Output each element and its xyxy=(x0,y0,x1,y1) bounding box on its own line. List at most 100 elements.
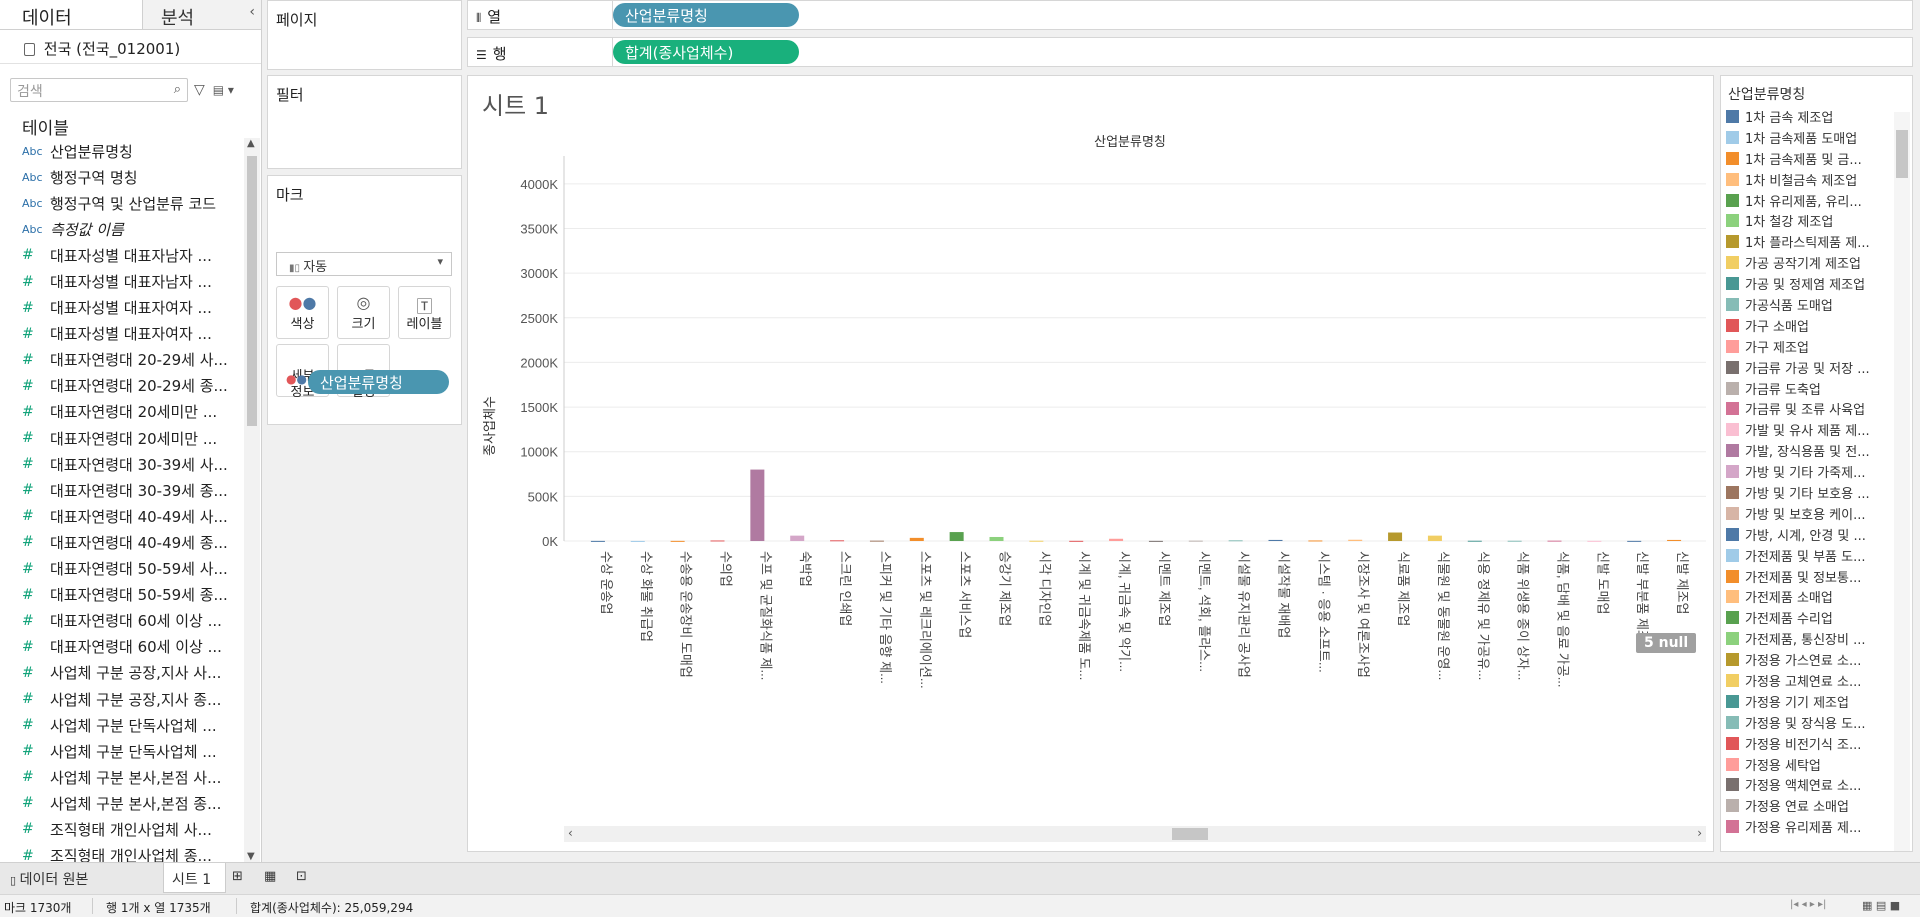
legend-item[interactable]: 가정용 비전기식 조... xyxy=(1721,733,1893,754)
bar[interactable] xyxy=(1467,540,1482,542)
field-item[interactable]: # 대표자연령대 60세 이상 ... xyxy=(0,634,244,660)
bar[interactable] xyxy=(869,540,884,542)
page-nav-icon[interactable]: |◂ ◂ ▸ ▸| xyxy=(1790,899,1827,910)
bar[interactable] xyxy=(1268,539,1283,541)
tab-data[interactable]: 데이터 xyxy=(0,0,142,29)
legend-item[interactable]: 가전제품, 통신장비 ... xyxy=(1721,628,1893,649)
legend-item[interactable]: 가방 및 기타 보호용 ... xyxy=(1721,482,1893,503)
bar[interactable] xyxy=(1627,540,1642,542)
legend-item[interactable]: 1차 금속제품 및 금... xyxy=(1721,148,1893,169)
scrollbar-thumb[interactable] xyxy=(247,156,257,426)
tab-analysis[interactable]: 분석 ‹ xyxy=(142,0,261,29)
legend-item[interactable]: 1차 유리제품, 유리... xyxy=(1721,190,1893,211)
bar[interactable] xyxy=(830,540,845,542)
marks-type-dropdown[interactable]: ▮▯ 자동 ▾ xyxy=(276,252,452,276)
bar[interactable] xyxy=(710,540,725,542)
legend-item[interactable]: 가구 소매업 xyxy=(1721,315,1893,336)
legend-item[interactable]: 가전제품 및 정보통... xyxy=(1721,566,1893,587)
new-story-icon[interactable]: ⊡ xyxy=(296,869,307,884)
legend-item[interactable]: 가전제품 수리업 xyxy=(1721,607,1893,628)
bar[interactable] xyxy=(1427,535,1442,541)
marks-pill-color[interactable]: 산업분류명칭 xyxy=(308,370,449,394)
legend-item[interactable]: 가구 제조업 xyxy=(1721,336,1893,357)
field-item[interactable]: # 대표자연령대 40-49세 사... xyxy=(0,503,244,529)
field-item[interactable]: Abc 산업분류명칭 xyxy=(0,138,244,164)
bar[interactable] xyxy=(1308,540,1323,542)
legend-item[interactable]: 1차 비철금속 제조업 xyxy=(1721,169,1893,190)
legend-item[interactable]: 가정용 유리제품 제... xyxy=(1721,816,1893,837)
field-item[interactable]: # 조직형태 개인사업체 사... xyxy=(0,816,244,842)
field-item[interactable]: # 사업체 구분 공장,지사 사... xyxy=(0,660,244,686)
bar[interactable] xyxy=(1348,539,1363,541)
bar[interactable] xyxy=(1388,532,1403,541)
new-dashboard-icon[interactable]: ▦ xyxy=(264,869,277,884)
legend-item[interactable]: 가금류 가공 및 저장 ... xyxy=(1721,357,1893,378)
legend-item[interactable]: 가정용 기기 제조업 xyxy=(1721,691,1893,712)
rows-shelf[interactable]: ☰ 행 합계(종사업체수) xyxy=(467,37,1913,67)
legend-item[interactable]: 가전제품 소매업 xyxy=(1721,586,1893,607)
legend-item[interactable]: 가방 및 기타 가죽제... xyxy=(1721,461,1893,482)
legend-item[interactable]: 가발 및 유사 제품 제... xyxy=(1721,419,1893,440)
field-item[interactable]: # 대표자연령대 20-29세 종... xyxy=(0,373,244,399)
legend-scrollbar[interactable] xyxy=(1894,112,1910,851)
field-item[interactable]: # 조직형태 개인사업체 종... xyxy=(0,843,244,862)
sheet-tab-1[interactable]: 시트 1 xyxy=(163,863,226,893)
field-item[interactable]: # 대표자연령대 20세미만 ... xyxy=(0,399,244,425)
search-input[interactable]: 검색 ⌕ xyxy=(10,78,188,102)
legend-item[interactable]: 가정용 연료 소매업 xyxy=(1721,795,1893,816)
legend-item[interactable]: 1차 철강 제조업 xyxy=(1721,210,1893,231)
bar[interactable] xyxy=(989,536,1004,541)
legend-item[interactable]: 1차 금속 제조업 xyxy=(1721,106,1893,127)
null-indicator-badge[interactable]: 5 null xyxy=(1636,633,1697,653)
field-item[interactable]: # 사업체 구분 공장,지사 종... xyxy=(0,686,244,712)
legend-item[interactable]: 가공 공작기계 제조업 xyxy=(1721,252,1893,273)
legend-item[interactable]: 가정용 세탁업 xyxy=(1721,754,1893,775)
legend-item[interactable]: 가방, 시계, 안경 및 ... xyxy=(1721,524,1893,545)
field-item[interactable]: # 대표자성별 대표자남자 ... xyxy=(0,242,244,268)
legend-item[interactable]: 가발, 장식용품 및 전... xyxy=(1721,440,1893,461)
legend-item[interactable]: 가전제품 및 부품 도... xyxy=(1721,545,1893,566)
bar[interactable] xyxy=(1507,540,1522,542)
field-item[interactable]: # 사업체 구분 단독사업체 ... xyxy=(0,712,244,738)
field-list-scrollbar[interactable]: ▲ ▼ xyxy=(244,138,260,862)
marks-color-button[interactable]: ●● 색상 xyxy=(276,286,329,339)
scroll-up-icon[interactable]: ▲ xyxy=(247,138,255,149)
bar[interactable] xyxy=(670,540,685,542)
chevron-left-icon[interactable]: ‹ xyxy=(249,4,255,20)
legend-item[interactable]: 가금류 도축업 xyxy=(1721,378,1893,399)
field-item[interactable]: # 대표자연령대 50-59세 사... xyxy=(0,556,244,582)
marks-label-button[interactable]: 🅃 레이블 xyxy=(398,286,451,339)
field-item[interactable]: # 대표자연령대 30-39세 사... xyxy=(0,451,244,477)
field-item[interactable]: # 대표자연령대 40-49세 종... xyxy=(0,529,244,555)
legend-item[interactable]: 1차 금속제품 도매업 xyxy=(1721,127,1893,148)
field-item[interactable]: # 대표자연령대 60세 이상 ... xyxy=(0,608,244,634)
legend-item[interactable]: 1차 플라스틱제품 제... xyxy=(1721,231,1893,252)
bar[interactable] xyxy=(1029,540,1044,542)
scroll-down-icon[interactable]: ▼ xyxy=(247,851,255,862)
bar[interactable] xyxy=(909,537,924,541)
filters-card[interactable]: 필터 xyxy=(267,75,462,169)
bar[interactable] xyxy=(630,540,645,542)
legend-item[interactable]: 가정용 및 장식용 도... xyxy=(1721,712,1893,733)
bar[interactable] xyxy=(1547,540,1562,542)
new-worksheet-icon[interactable]: ⊞ xyxy=(232,869,243,884)
scrollbar-thumb[interactable] xyxy=(1172,828,1208,840)
bar[interactable] xyxy=(1188,540,1203,542)
legend-item[interactable]: 가방 및 보호용 케이... xyxy=(1721,503,1893,524)
field-item[interactable]: Abc 측정값 이름 xyxy=(0,216,244,242)
legend-item[interactable]: 가정용 액체연료 소... xyxy=(1721,775,1893,796)
pages-card[interactable]: 페이지 xyxy=(267,0,462,70)
datasource-tab[interactable]: ▯ 데이터 원본 xyxy=(10,872,89,888)
field-item[interactable]: # 대표자연령대 20-29세 사... xyxy=(0,347,244,373)
legend-item[interactable]: 가금류 및 조류 사육업 xyxy=(1721,398,1893,419)
bar[interactable] xyxy=(1148,540,1163,542)
field-item[interactable]: # 대표자연령대 20세미만 ... xyxy=(0,425,244,451)
bar[interactable] xyxy=(750,469,765,541)
bar[interactable] xyxy=(590,540,605,542)
field-item[interactable]: # 사업체 구분 본사,본점 종... xyxy=(0,790,244,816)
field-item[interactable]: Abc 행정구역 및 산업분류 코드 xyxy=(0,190,244,216)
datasource-item[interactable]: 전국 (전국_012001) xyxy=(0,30,261,64)
view-mode-icons[interactable]: ▦ ▤ ■ xyxy=(1862,899,1901,912)
legend-item[interactable]: 가공 및 정제염 제조업 xyxy=(1721,273,1893,294)
columns-shelf[interactable]: ⦀ 열 산업분류명칭 xyxy=(467,0,1913,30)
